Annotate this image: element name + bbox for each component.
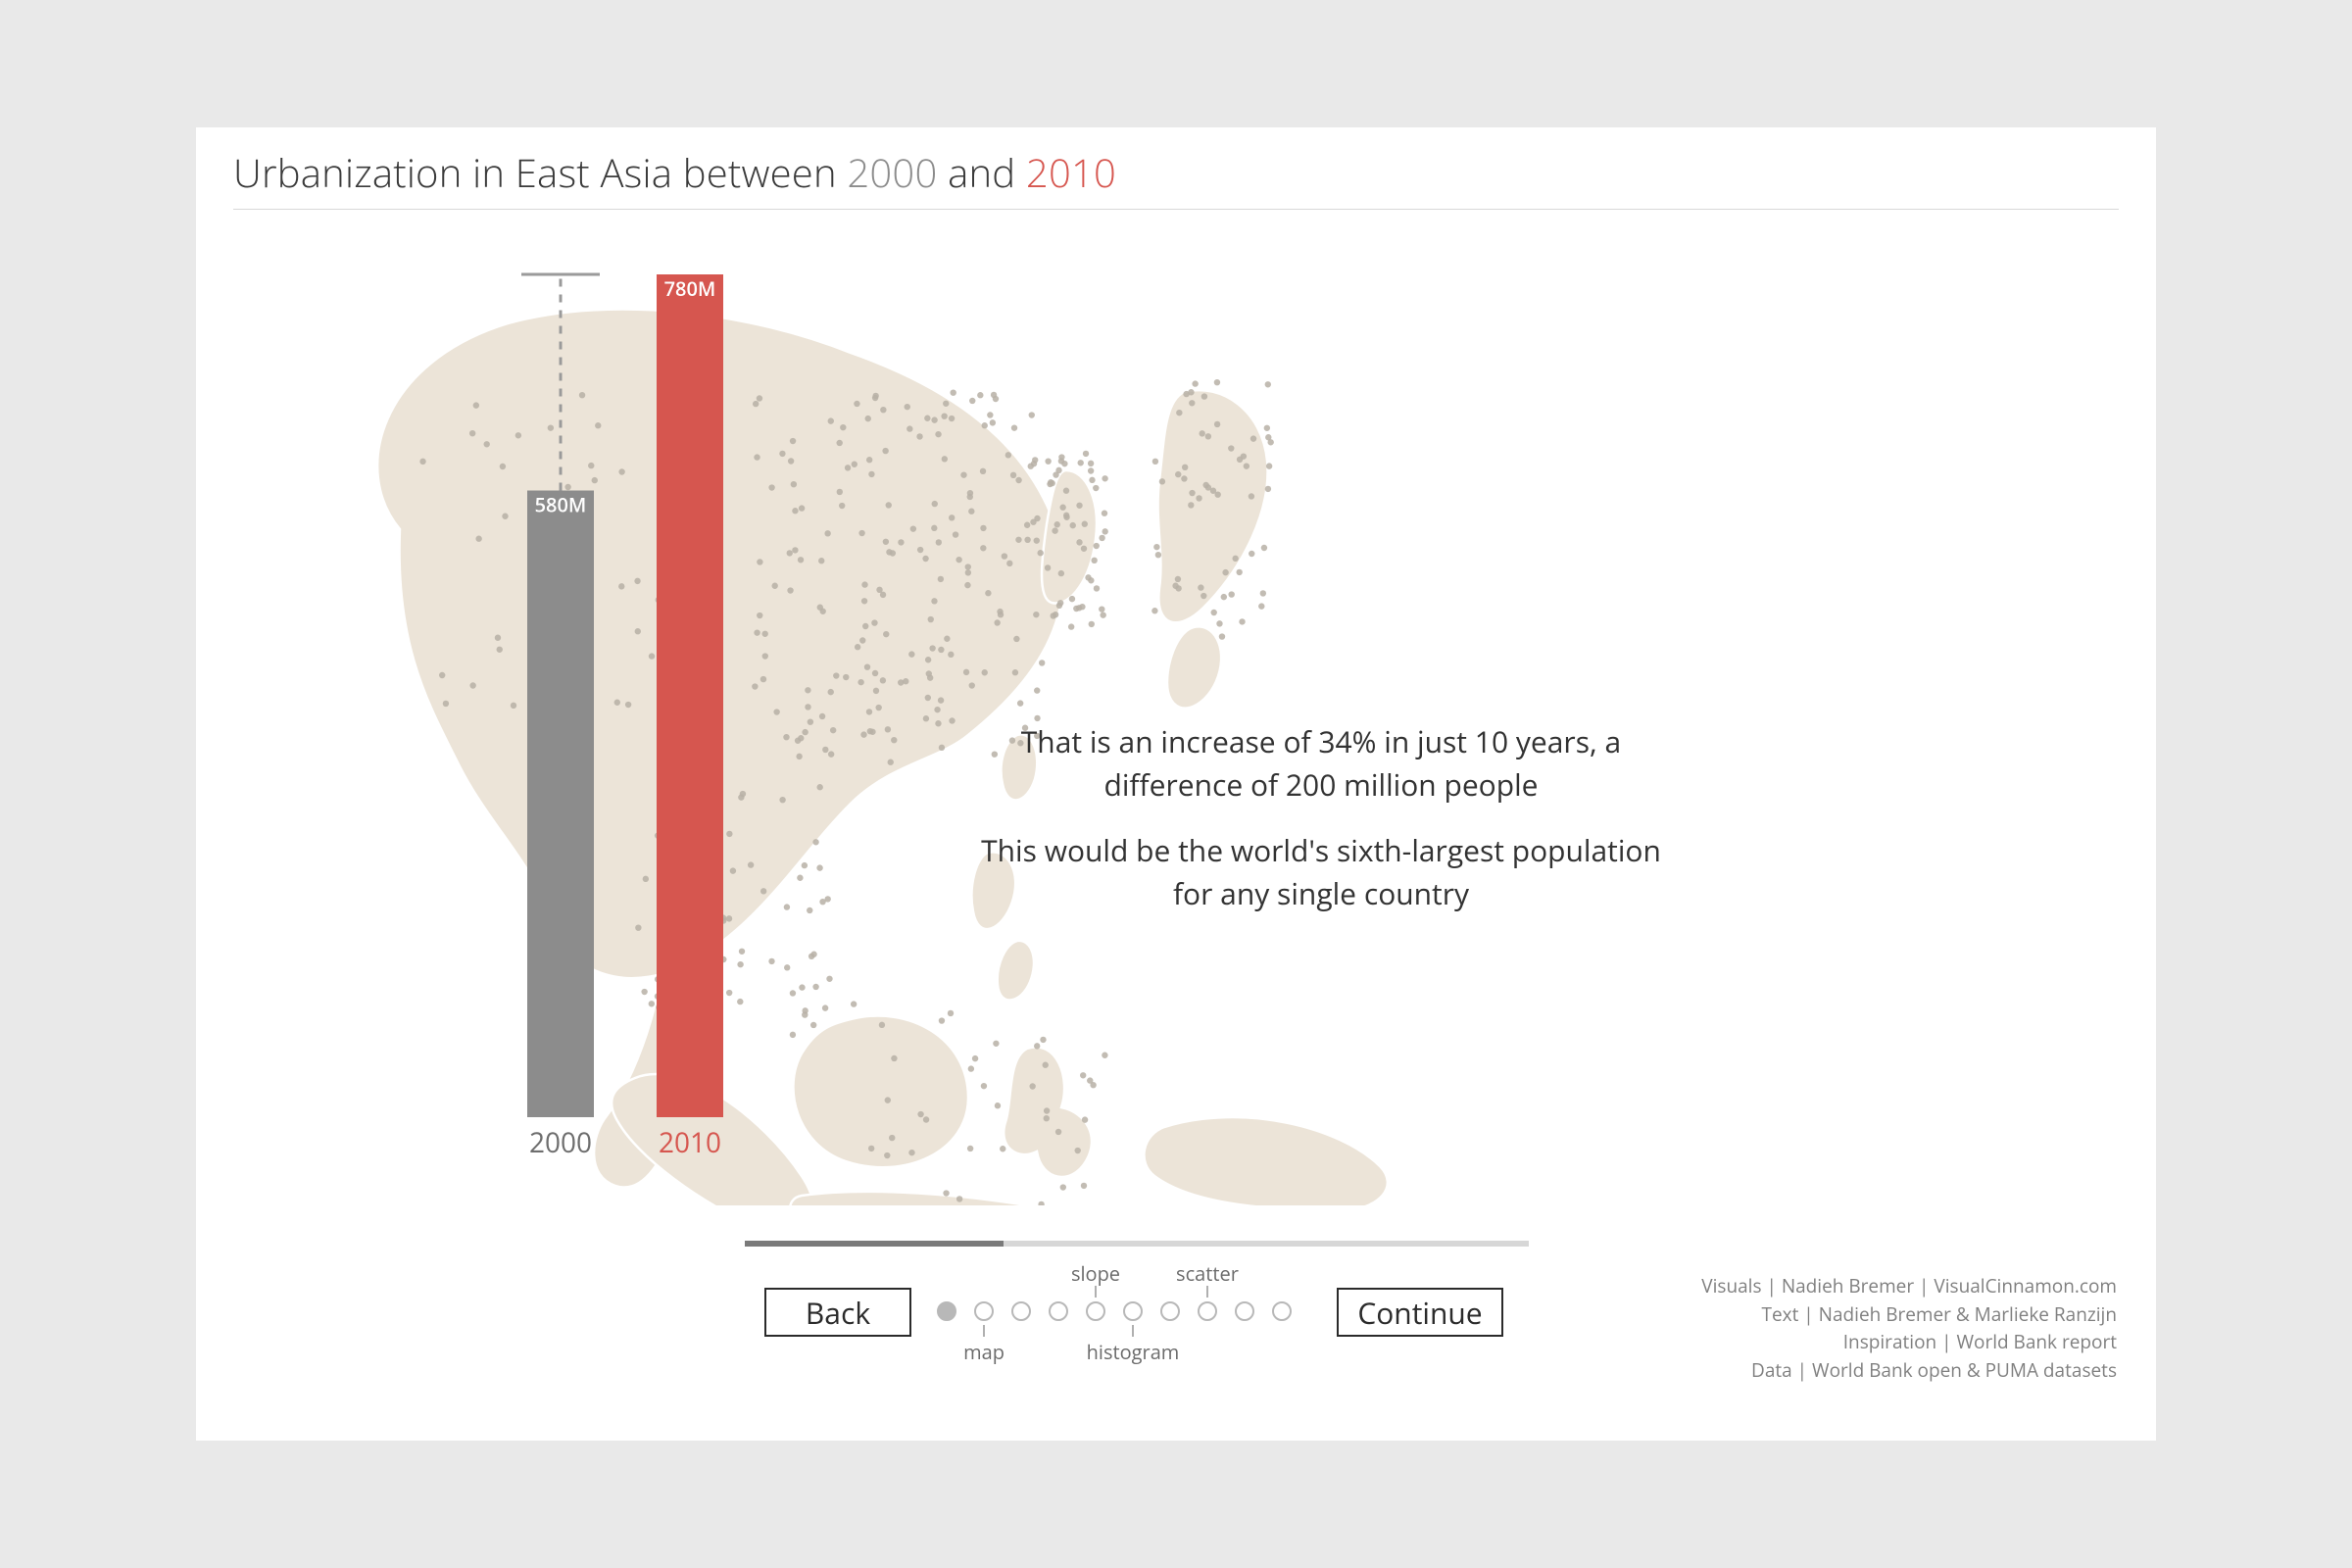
step-dot-0[interactable]	[937, 1301, 956, 1321]
credit-line: Data | World Bank open & PUMA datasets	[1701, 1356, 2117, 1385]
title-sep: and	[938, 145, 1026, 199]
progress-track	[745, 1241, 1529, 1247]
credits-block: Visuals | Nadieh Bremer | VisualCinnamon…	[1701, 1272, 2117, 1384]
step-dot-1[interactable]	[974, 1301, 994, 1321]
infographic-card: Urbanization in East Asia between 2000 a…	[196, 127, 2156, 1441]
step-label-slope: slope	[1047, 1260, 1145, 1287]
svg-text:580M: 580M	[535, 492, 587, 518]
map-and-bar-chart: 580M 2000 780M 2010	[233, 225, 2119, 1205]
annotation-line-1: That is an increase of 34% in just 10 ye…	[958, 720, 1684, 806]
step-tick	[1206, 1286, 1208, 1298]
credit-line: Inspiration | World Bank report	[1701, 1328, 2117, 1356]
step-dot-4[interactable]	[1086, 1301, 1105, 1321]
step-dot-7[interactable]	[1198, 1301, 1217, 1321]
step-dot-3[interactable]	[1049, 1301, 1068, 1321]
back-button[interactable]: Back	[764, 1288, 911, 1337]
title-year-2000: 2000	[847, 145, 937, 199]
step-dot-6[interactable]	[1160, 1301, 1180, 1321]
step-dots	[937, 1301, 1292, 1321]
page-title: Urbanization in East Asia between 2000 a…	[233, 145, 2119, 199]
step-dot-2[interactable]	[1011, 1301, 1031, 1321]
credit-line: Text | Nadieh Bremer & Marlieke Ranzijn	[1701, 1300, 2117, 1329]
svg-text:2000: 2000	[529, 1124, 592, 1161]
step-label-histogram: histogram	[1084, 1339, 1182, 1365]
credit-line: Visuals | Nadieh Bremer | VisualCinnamon…	[1701, 1272, 2117, 1300]
step-dot-9[interactable]	[1272, 1301, 1292, 1321]
progress-fill	[745, 1241, 1004, 1247]
continue-button[interactable]: Continue	[1337, 1288, 1503, 1337]
annotation-block: That is an increase of 34% in just 10 ye…	[958, 720, 1684, 938]
step-tick	[983, 1325, 985, 1337]
step-dot-8[interactable]	[1235, 1301, 1254, 1321]
title-row: Urbanization in East Asia between 2000 a…	[233, 145, 2119, 210]
chart-area: 580M 2000 780M 2010 That is an increase of …	[233, 225, 2119, 1205]
step-tick	[1132, 1325, 1134, 1337]
title-prefix: Urbanization in East Asia between	[233, 145, 847, 199]
title-year-2010: 2010	[1026, 145, 1116, 199]
svg-text:2010: 2010	[659, 1124, 721, 1161]
step-dot-5[interactable]	[1123, 1301, 1143, 1321]
step-tick	[1095, 1286, 1097, 1298]
step-label-scatter: scatter	[1158, 1260, 1256, 1287]
step-label-map: map	[935, 1339, 1033, 1365]
svg-text:780M: 780M	[664, 275, 716, 302]
annotation-line-2: This would be the world's sixth-largest …	[958, 829, 1684, 914]
